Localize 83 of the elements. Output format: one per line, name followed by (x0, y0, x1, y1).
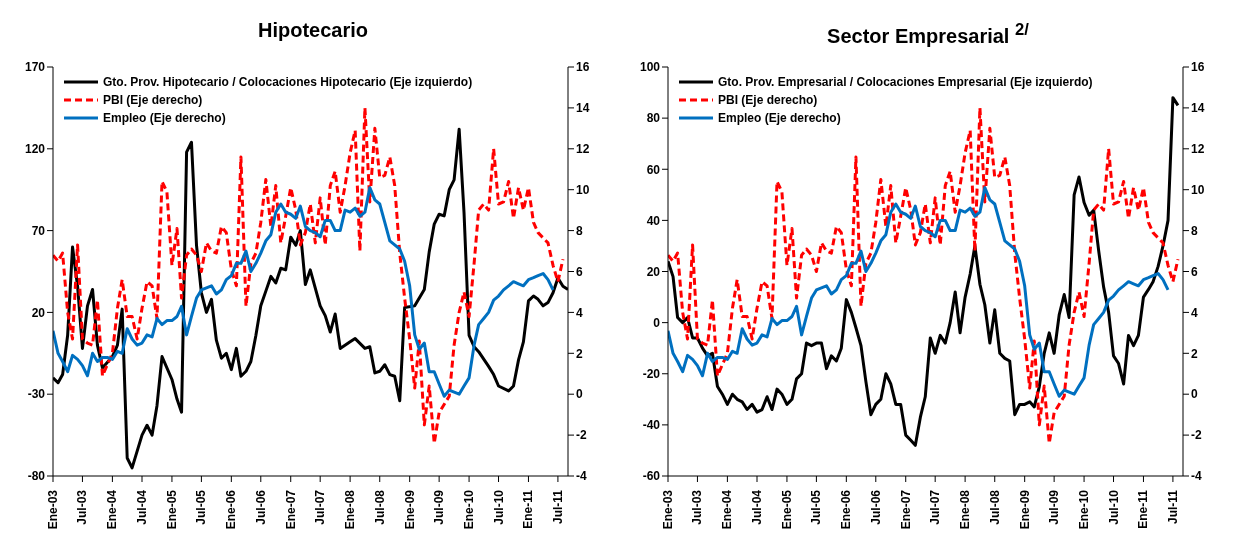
y-tick-label: 120 (24, 142, 46, 157)
x-tick-label: Ene-11 (521, 489, 536, 529)
x-tick-label: Ene-09 (402, 489, 417, 530)
x-tick-label: Jul-04 (135, 489, 150, 525)
y2-tick-label: 2 (1191, 346, 1198, 361)
x-tick-label: Jul-08 (372, 489, 387, 525)
chart-title: Hipotecario (257, 18, 369, 43)
x-tick-label: Jul-11 (1165, 489, 1180, 525)
y2-tick-label: 14 (1191, 101, 1205, 116)
y-tick-label: -20 (642, 367, 661, 382)
x-tick-label: Ene-08 (958, 489, 973, 530)
x-tick-label: Jul-09 (432, 489, 447, 525)
y-tick-label: -30 (27, 387, 46, 402)
x-tick-label: Jul-09 (1047, 489, 1062, 525)
y-tick-label: 60 (646, 162, 661, 177)
x-tick-label: Ene-07 (283, 489, 298, 530)
y-tick-label: -40 (642, 418, 661, 433)
y-tick-label: 80 (646, 111, 661, 126)
y2-tick-label: 8 (1191, 223, 1198, 238)
y2-tick-label: -2 (576, 428, 587, 443)
x-tick-label: Ene-06 (224, 489, 239, 530)
legend-label: Empleo (Eje derecho) (718, 110, 841, 127)
y2-tick-label: 0 (1191, 387, 1198, 402)
x-tick-label: Ene-10 (462, 489, 477, 530)
y2-tick-label: 16 (1191, 60, 1205, 75)
y2-tick-label: 12 (1191, 142, 1205, 157)
y-tick-label: -60 (642, 469, 661, 484)
y2-tick-label: 14 (576, 101, 590, 116)
y-tick-label: 170 (24, 60, 46, 75)
x-tick-label: Jul-03 (75, 489, 90, 525)
y-tick-label: 0 (653, 315, 661, 330)
y2-tick-label: 4 (1191, 305, 1198, 320)
y-tick-label: -80 (27, 469, 46, 484)
x-tick-label: Ene-04 (105, 489, 120, 530)
y2-tick-label: 10 (576, 182, 590, 197)
chart-title: Sector Empresarial $^{2/}$ (826, 19, 1030, 49)
legend-label: Gto. Prov. Hipotecario / Colocaciones Hipotecario (Eje izquierdo) (103, 74, 473, 91)
x-tick-label: Jul-11 (550, 489, 565, 525)
x-tick-label: Jul-07 (313, 489, 328, 525)
x-tick-label: Jul-05 (809, 489, 824, 525)
legend-label: PBI (Eje derecho) (718, 92, 818, 109)
y-tick-label: 70 (31, 223, 46, 238)
x-tick-label: Ene-08 (343, 489, 358, 530)
line-series (668, 186, 1170, 398)
x-tick-label: Ene-06 (839, 489, 854, 530)
legend-label: Gto. Prov. Empresarial / Colocaciones Empresarial (Eje izquierdo) (718, 74, 1093, 91)
x-tick-label: Ene-03 (46, 489, 60, 530)
y2-tick-label: -4 (576, 469, 587, 484)
y-tick-label: 20 (31, 305, 46, 320)
y2-tick-label: -2 (1191, 428, 1202, 443)
y2-tick-label: 6 (576, 264, 583, 279)
y2-tick-label: 16 (576, 60, 590, 75)
y2-tick-label: 4 (576, 305, 583, 320)
y2-tick-label: 0 (576, 387, 583, 402)
y2-tick-label: 6 (1191, 264, 1198, 279)
y-tick-label: 20 (646, 264, 661, 279)
x-tick-label: Jul-10 (1106, 489, 1121, 525)
y2-tick-label: -4 (1191, 469, 1202, 484)
legend-label: Empleo (Eje derecho) (103, 110, 226, 127)
x-tick-label: Ene-05 (164, 489, 179, 530)
y-tick-label: 40 (646, 213, 661, 228)
line-series (53, 186, 555, 398)
x-tick-label: Jul-04 (750, 489, 765, 525)
x-tick-label: Jul-06 (868, 489, 883, 525)
x-tick-label: Jul-07 (928, 489, 943, 525)
y2-tick-label: 12 (576, 142, 590, 157)
y2-tick-label: 10 (1191, 182, 1205, 197)
x-tick-label: Jul-05 (194, 489, 209, 525)
x-tick-label: Ene-07 (898, 489, 913, 530)
y-tick-label: 100 (639, 60, 661, 75)
x-tick-label: Ene-05 (779, 489, 794, 530)
x-tick-label: Ene-04 (720, 489, 735, 530)
x-tick-label: Jul-03 (690, 489, 705, 525)
x-tick-label: Ene-03 (661, 489, 675, 530)
legend-label: PBI (Eje derecho) (103, 92, 203, 109)
x-tick-label: Jul-08 (987, 489, 1002, 525)
x-tick-label: Ene-11 (1136, 489, 1151, 529)
x-tick-label: Jul-06 (253, 489, 268, 525)
y2-tick-label: 8 (576, 223, 583, 238)
x-tick-label: Ene-10 (1077, 489, 1092, 530)
x-tick-label: Ene-09 (1017, 489, 1032, 530)
y2-tick-label: 2 (576, 346, 583, 361)
x-tick-label: Jul-10 (491, 489, 506, 525)
